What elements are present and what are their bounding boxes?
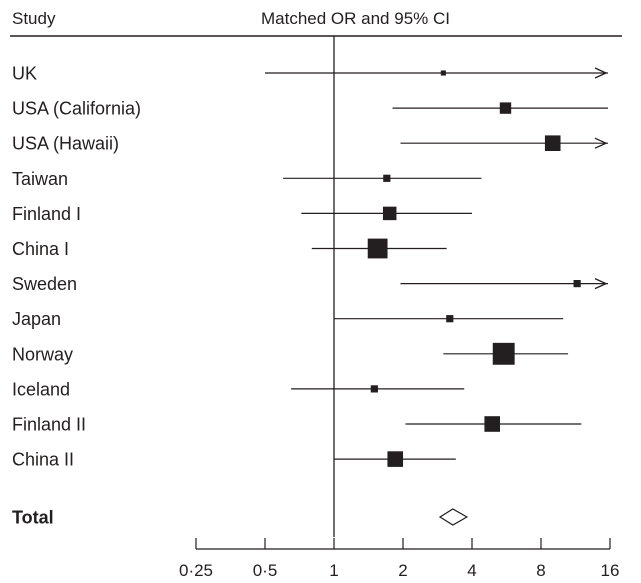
- point-estimate-square: [499, 102, 512, 114]
- study-label: UK: [12, 64, 37, 84]
- study-label: Norway: [12, 344, 73, 364]
- pooled-estimate-diamond: [438, 508, 469, 526]
- study-label: Japan: [12, 309, 61, 329]
- study-label: Iceland: [12, 379, 70, 399]
- study-row: Taiwan: [12, 169, 482, 189]
- point-estimate-square: [387, 451, 404, 467]
- study-label: China II: [12, 450, 74, 470]
- x-tick-label: 2: [398, 561, 407, 580]
- point-estimate-square: [484, 416, 501, 432]
- estimate-column-header: Matched OR and 95% CI: [261, 9, 450, 28]
- study-row: USA (Hawaii): [12, 134, 608, 154]
- study-label: Sweden: [12, 274, 77, 294]
- point-estimate-square: [367, 238, 388, 259]
- ci-arrow: [594, 278, 608, 290]
- study-label: Taiwan: [12, 169, 68, 189]
- study-column-header: Study: [12, 9, 56, 28]
- total-row: Total: [12, 508, 469, 528]
- point-estimate-square: [446, 315, 454, 323]
- x-tick-label: 1: [329, 561, 338, 580]
- x-tick-label: 4: [467, 561, 476, 580]
- study-label: USA (California): [12, 99, 141, 119]
- study-row: Sweden: [12, 274, 608, 294]
- point-estimate-square: [573, 280, 581, 288]
- x-axis: 0·25 0·5 1 2 4 8 16: [179, 538, 619, 580]
- study-row: Japan: [12, 309, 564, 329]
- study-row: China I: [12, 238, 447, 259]
- study-label: Finland II: [12, 415, 86, 435]
- ci-arrow: [594, 67, 608, 79]
- study-row: Finland II: [12, 415, 582, 435]
- study-row: UK: [12, 64, 608, 84]
- x-tick-label: 8: [536, 561, 545, 580]
- x-tick-label: 0·5: [253, 561, 278, 580]
- study-row: China II: [12, 450, 456, 470]
- x-tick-label: 16: [601, 561, 620, 580]
- study-row: Finland I: [12, 204, 472, 224]
- study-label: Finland I: [12, 204, 81, 224]
- study-rows: UK USA (California) USA (Hawaii) Taiwan Finl…: [12, 64, 608, 528]
- point-estimate-square: [383, 174, 391, 182]
- ci-arrow: [594, 137, 608, 149]
- point-estimate-square: [370, 385, 378, 393]
- point-estimate-square: [544, 135, 561, 151]
- study-label: USA (Hawaii): [12, 134, 119, 154]
- point-estimate-square: [492, 342, 515, 365]
- study-label: China I: [12, 239, 69, 259]
- study-row: Iceland: [12, 379, 465, 399]
- point-estimate-square: [382, 206, 397, 221]
- point-estimate-square: [440, 70, 446, 76]
- study-row: USA (California): [12, 99, 608, 119]
- study-row: Norway: [12, 342, 569, 365]
- x-tick-label: 0·25: [179, 561, 213, 580]
- total-label: Total: [12, 508, 54, 528]
